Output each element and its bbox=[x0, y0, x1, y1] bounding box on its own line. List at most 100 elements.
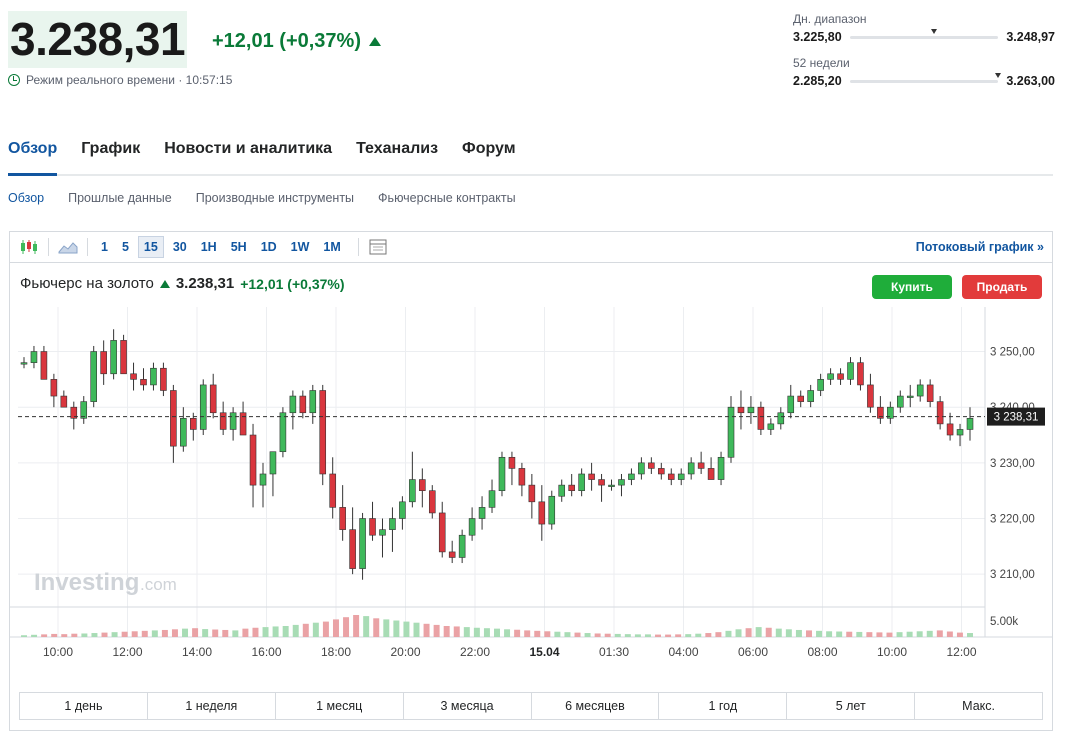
period-6m[interactable]: 6 месяцев bbox=[532, 693, 660, 719]
candle-body bbox=[916, 384, 924, 397]
interval-1d[interactable]: 1D bbox=[260, 240, 277, 254]
volume-bar bbox=[866, 632, 873, 637]
volume-bar bbox=[916, 631, 923, 637]
volume-bar bbox=[745, 628, 752, 637]
candle-body bbox=[488, 490, 496, 508]
candle-body bbox=[966, 418, 974, 430]
candle-body bbox=[767, 423, 775, 430]
volume-bar bbox=[524, 630, 531, 637]
interval-1w[interactable]: 1W bbox=[290, 240, 310, 254]
tab-technical[interactable]: Теханализ bbox=[356, 140, 439, 157]
candle-body bbox=[20, 362, 28, 365]
volume-bar bbox=[956, 632, 963, 637]
volume-bar bbox=[856, 631, 863, 637]
volume-bar bbox=[292, 624, 299, 637]
day-range: Дн. диапазон 3.225,80 3.248,97 bbox=[793, 12, 1055, 44]
volume-bar bbox=[262, 627, 269, 637]
subtab-derivatives[interactable]: Производные инструменты bbox=[195, 191, 355, 205]
tab-overview[interactable]: Обзор bbox=[8, 140, 58, 176]
candle-body bbox=[518, 468, 526, 486]
candle-body bbox=[887, 406, 894, 419]
candle-body bbox=[618, 479, 625, 486]
volume-bar bbox=[906, 631, 913, 637]
candlestick-chart[interactable]: 10:00 12:00 14:00 16:00 18:00 20:00 22:00 15.04… bbox=[10, 307, 1052, 687]
interval-1h[interactable]: 1H bbox=[200, 240, 217, 254]
x-tick-label: 01:30 bbox=[599, 645, 629, 659]
volume-bar bbox=[765, 627, 772, 637]
volume-bar bbox=[171, 629, 178, 637]
x-tick-label: 04:00 bbox=[668, 645, 698, 659]
tab-news[interactable]: Новости и аналитика bbox=[164, 140, 333, 157]
period-5y[interactable]: 5 лет bbox=[787, 693, 916, 719]
candle-body bbox=[209, 384, 217, 414]
table-view-icon[interactable] bbox=[367, 238, 389, 256]
volume-bar bbox=[302, 623, 309, 637]
period-3m[interactable]: 3 месяца bbox=[404, 693, 532, 719]
volume-bar bbox=[725, 630, 732, 637]
volume-bar bbox=[41, 634, 48, 637]
volume-bar bbox=[675, 634, 682, 637]
interval-5h[interactable]: 5H bbox=[230, 240, 247, 254]
tab-chart[interactable]: График bbox=[81, 140, 141, 157]
area-chart-icon[interactable] bbox=[57, 238, 79, 256]
volume-bar bbox=[21, 635, 27, 637]
volume-bar bbox=[554, 631, 561, 637]
x-tick-label: 22:00 bbox=[460, 645, 490, 659]
candle-body bbox=[727, 406, 735, 458]
candle-body bbox=[40, 351, 48, 380]
interval-1m[interactable]: 1M bbox=[323, 240, 341, 254]
period-1y[interactable]: 1 год bbox=[659, 693, 788, 719]
subtab-overview[interactable]: Обзор bbox=[8, 191, 45, 205]
candle-body bbox=[170, 390, 177, 447]
streaming-chart-link[interactable]: Потоковый график » bbox=[915, 240, 1044, 254]
candle-body bbox=[259, 473, 267, 486]
interval-15[interactable]: 15 bbox=[137, 236, 164, 258]
sell-button[interactable]: Продать bbox=[962, 275, 1042, 299]
week52-range-label: 52 недели bbox=[793, 56, 850, 70]
instrument-name: Фьючерс на золото bbox=[20, 275, 154, 292]
period-selector: 1 день 1 неделя 1 месяц 3 месяца 6 месяц… bbox=[19, 692, 1043, 720]
volume-bar bbox=[383, 619, 390, 637]
day-range-bar bbox=[849, 28, 999, 39]
candle-body bbox=[707, 468, 715, 480]
toolbar-divider bbox=[48, 238, 49, 256]
subtab-futures[interactable]: Фьючерсные контракты bbox=[378, 191, 516, 205]
toolbar-divider bbox=[357, 238, 359, 256]
candle-body bbox=[926, 384, 934, 402]
period-max[interactable]: Макс. bbox=[962, 699, 995, 713]
subtab-historical[interactable]: Прошлые данные bbox=[68, 191, 172, 205]
period-1d[interactable]: 1 день bbox=[20, 693, 148, 719]
volume-bar bbox=[785, 629, 792, 637]
day-range-label: Дн. диапазон bbox=[793, 12, 867, 26]
interval-5[interactable]: 5 bbox=[121, 240, 129, 254]
volume-bar bbox=[846, 631, 853, 637]
volume-bar bbox=[403, 621, 410, 637]
candle-body bbox=[140, 379, 147, 386]
candle-body bbox=[568, 484, 575, 491]
candle-body bbox=[687, 462, 695, 475]
interval-1[interactable]: 1 bbox=[101, 240, 108, 254]
candle-body bbox=[757, 406, 765, 430]
volume-bar bbox=[151, 630, 158, 637]
tab-forum[interactable]: Форум bbox=[462, 140, 516, 157]
candle-body bbox=[797, 395, 805, 402]
period-1w[interactable]: 1 неделя bbox=[148, 693, 276, 719]
volume-bar bbox=[695, 633, 702, 637]
volume-bar bbox=[141, 630, 148, 637]
candle-body bbox=[419, 479, 426, 491]
week52-range-bar bbox=[849, 72, 1002, 83]
volume-bar bbox=[876, 632, 883, 637]
chart-price: 3.238,31 bbox=[175, 275, 235, 292]
candlestick-icon[interactable] bbox=[18, 238, 40, 256]
price-change-text: +12,01 (+0,37%) bbox=[212, 30, 361, 52]
volume-bar bbox=[584, 633, 591, 637]
buy-button[interactable]: Купить bbox=[872, 275, 952, 299]
interval-30[interactable]: 30 bbox=[172, 240, 187, 254]
period-1m[interactable]: 1 месяц bbox=[276, 693, 404, 719]
volume-bar bbox=[131, 631, 138, 637]
volume-bar bbox=[413, 622, 420, 637]
candle-body bbox=[648, 462, 655, 469]
volume-bar bbox=[574, 632, 581, 637]
candle-body bbox=[279, 412, 287, 453]
x-tick-label: 06:00 bbox=[738, 645, 768, 659]
